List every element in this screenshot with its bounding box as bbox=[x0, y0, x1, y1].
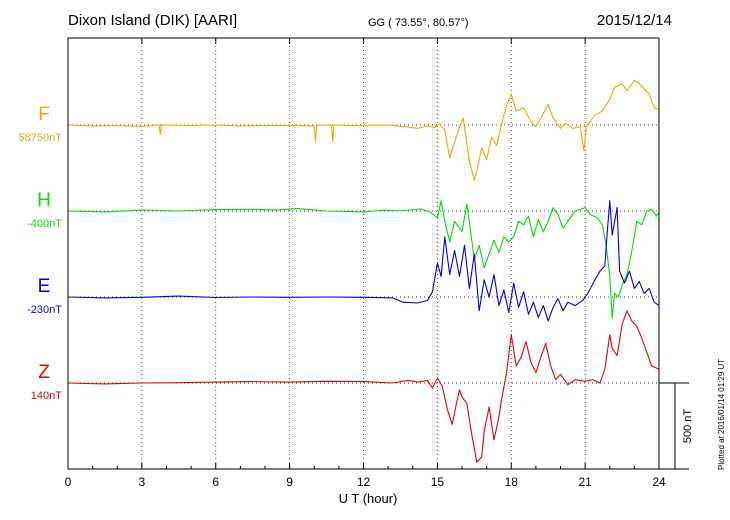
series-baseline-h: -400nT bbox=[27, 218, 62, 230]
tick-label: 24 bbox=[652, 475, 666, 489]
plotted-note: Plotted at 2016/01/14 01:29 UT bbox=[717, 359, 726, 470]
tick-label: 18 bbox=[505, 475, 519, 489]
series-name-h: H bbox=[37, 190, 51, 211]
tick-label: 21 bbox=[578, 475, 592, 489]
series-line-f bbox=[67, 79, 660, 181]
series-name-z: Z bbox=[38, 362, 50, 383]
series-name-f: F bbox=[38, 104, 50, 125]
series-labels: F 58750nT H -400nT E -230nT Z 140nT bbox=[19, 104, 63, 402]
tick-label: 3 bbox=[139, 475, 146, 489]
station-coordinates: GG ( 73.55°, 80.57°) bbox=[368, 17, 469, 29]
series-line-z bbox=[67, 310, 660, 463]
scale-bar: 500 nT bbox=[659, 382, 694, 470]
x-axis-tick-labels: 0 3 6 9 12 15 18 21 24 bbox=[65, 475, 666, 489]
tick-label: 0 bbox=[65, 475, 72, 489]
x-axis-label: U T (hour) bbox=[339, 491, 398, 506]
tick-label: 12 bbox=[357, 475, 371, 489]
station-title: Dixon Island (DIK) [AARI] bbox=[68, 12, 238, 29]
tick-label: 15 bbox=[431, 475, 445, 489]
x-axis-ticks bbox=[67, 38, 660, 469]
chart-date: 2015/12/14 bbox=[596, 12, 672, 29]
series-baseline-f: 58750nT bbox=[19, 132, 63, 144]
series-line-e bbox=[67, 200, 660, 322]
series-baseline-e: -230nT bbox=[27, 304, 62, 316]
vertical-gridlines bbox=[141, 38, 586, 469]
series-lines bbox=[67, 79, 660, 463]
series-name-e: E bbox=[38, 276, 51, 297]
series-baseline-z: 140nT bbox=[31, 390, 62, 402]
channel-baselines bbox=[68, 124, 659, 384]
tick-label: 6 bbox=[212, 475, 219, 489]
tick-label: 9 bbox=[286, 475, 293, 489]
series-line-h bbox=[67, 200, 660, 319]
scale-bar-label: 500 nT bbox=[682, 409, 694, 444]
